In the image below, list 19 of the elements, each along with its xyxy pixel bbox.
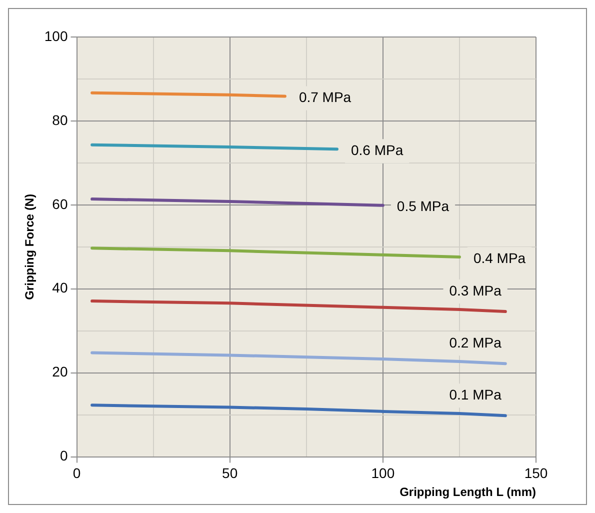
x-tick-label: 0 [72, 465, 81, 482]
series-label: 0.4 MPa [473, 250, 526, 266]
series-label: 0.5 MPa [396, 198, 450, 214]
y-tick-label: 40 [52, 280, 68, 296]
y-tick-label: 100 [44, 28, 68, 44]
y-tick-label: 0 [60, 448, 68, 464]
series-label: 0.1 MPa [449, 386, 502, 403]
series-label: 0.6 MPa [350, 142, 404, 158]
series-label: 0.3 MPa [449, 282, 502, 298]
y-tick-label: 80 [52, 112, 68, 128]
y-axis-title: Gripping Force (N) [22, 194, 37, 300]
x-tick-label: 150 [524, 465, 548, 482]
x-tick-label: 50 [222, 465, 238, 482]
series-label: 0.7 MPa [298, 89, 352, 106]
x-tick-label: 100 [371, 465, 395, 482]
series-label: 0.2 MPa [449, 334, 502, 350]
y-tick-label: 20 [52, 364, 68, 380]
y-tick-label: 60 [52, 196, 68, 212]
x-axis-title: Gripping Length L (mm) [400, 485, 536, 500]
